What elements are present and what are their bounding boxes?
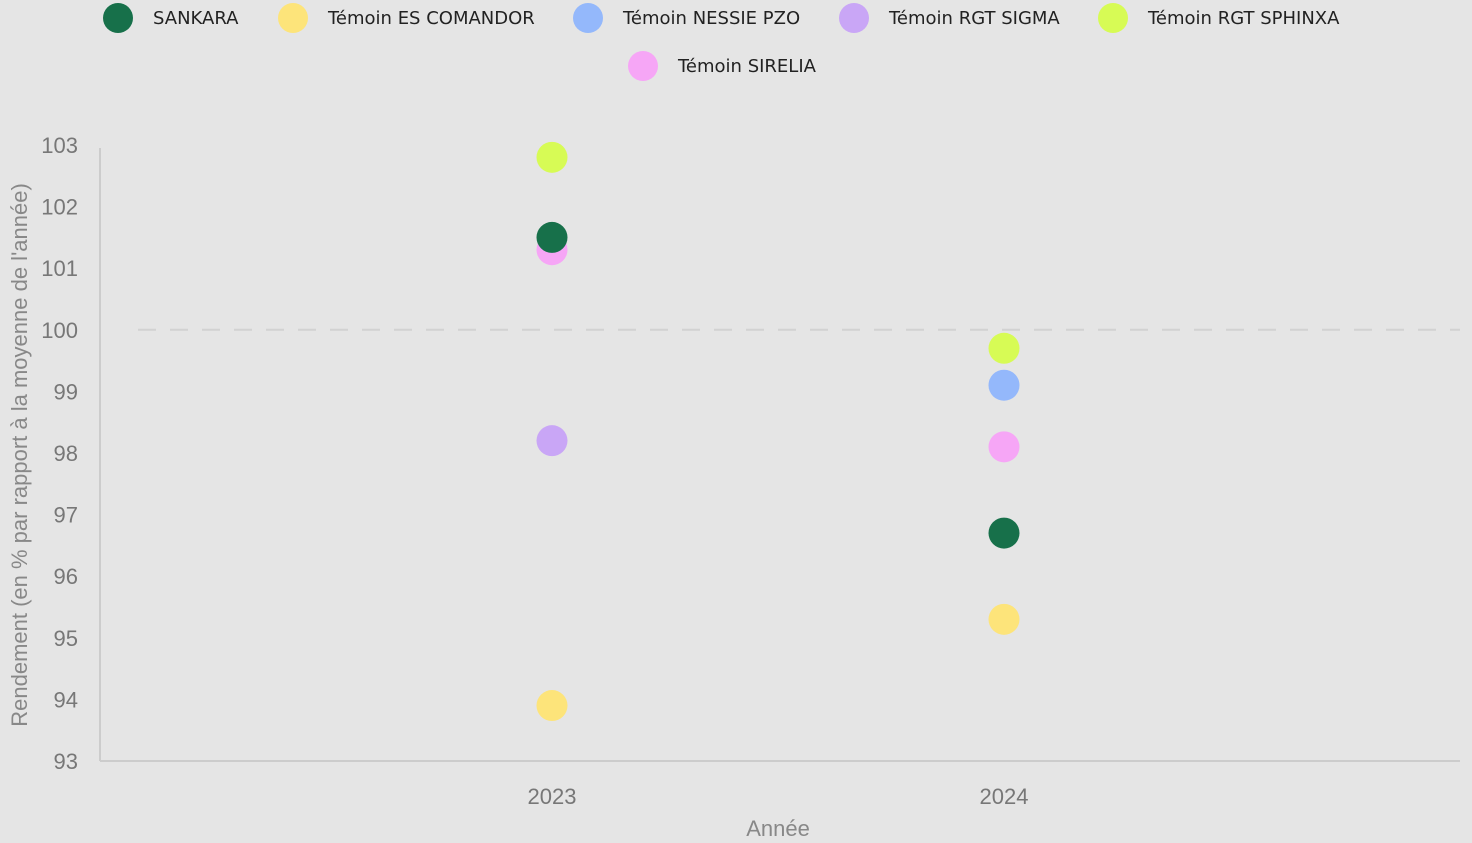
y-tick-label: 102 [41,195,78,220]
legend-swatch-es-comandor [278,3,308,33]
legend-swatch-rgt-sigma [839,3,869,33]
legend-label-sirelia: Témoin SIRELIA [678,55,816,77]
data-point[interactable] [988,369,1020,401]
y-tick-label: 95 [54,626,78,651]
y-tick-label: 101 [41,256,78,281]
legend-swatch-sankara [103,3,133,33]
legend-label-rgt-sigma: Témoin RGT SIGMA [889,7,1060,29]
data-point[interactable] [988,332,1020,364]
data-point[interactable] [536,425,568,457]
x-axis-title: Année [746,816,810,841]
y-tick-label: 98 [54,441,78,466]
legend-item-es-comandor[interactable]: Témoin ES COMANDOR [278,1,535,35]
y-tick-label: 94 [54,687,78,712]
legend-item-rgt-sigma[interactable]: Témoin RGT SIGMA [839,1,1060,35]
legend-label-rgt-sphinxa: Témoin RGT SPHINXA [1148,7,1340,29]
legend-item-sirelia[interactable]: Témoin SIRELIA [628,49,816,83]
legend-label-es-comandor: Témoin ES COMANDOR [328,7,535,29]
y-tick-label: 99 [54,379,78,404]
y-axis-title: Rendement (en % par rapport à la moyenne… [7,183,32,727]
data-point[interactable] [988,603,1020,635]
y-tick-label: 97 [54,503,78,528]
legend-item-sankara[interactable]: SANKARA [103,1,238,35]
x-tick-label: 2024 [980,784,1029,809]
data-point[interactable] [536,141,568,173]
legend-item-nessie-pzo[interactable]: Témoin NESSIE PZO [573,1,800,35]
y-tick-label: 96 [54,564,78,589]
legend: SANKARA Témoin ES COMANDOR Témoin NESSIE… [0,0,1472,90]
legend-swatch-sirelia [628,51,658,81]
y-tick-label: 103 [41,133,78,158]
x-tick-label: 2023 [528,784,577,809]
legend-swatch-nessie-pzo [573,3,603,33]
legend-swatch-rgt-sphinxa [1098,3,1128,33]
data-point[interactable] [536,221,568,253]
legend-label-sankara: SANKARA [153,7,239,29]
legend-label-nessie-pzo: Témoin NESSIE PZO [623,7,801,29]
axis-layer: 93 94 95 96 97 98 99 100 101 102 103 2023 2024 [41,133,1460,809]
point-layer [536,141,1020,722]
y-tick-label: 100 [41,318,78,343]
data-point[interactable] [988,517,1020,549]
y-tick-label: 93 [54,749,78,774]
legend-item-rgt-sphinxa[interactable]: Témoin RGT SPHINXA [1098,1,1339,35]
data-point[interactable] [988,431,1020,463]
data-point[interactable] [536,690,568,722]
